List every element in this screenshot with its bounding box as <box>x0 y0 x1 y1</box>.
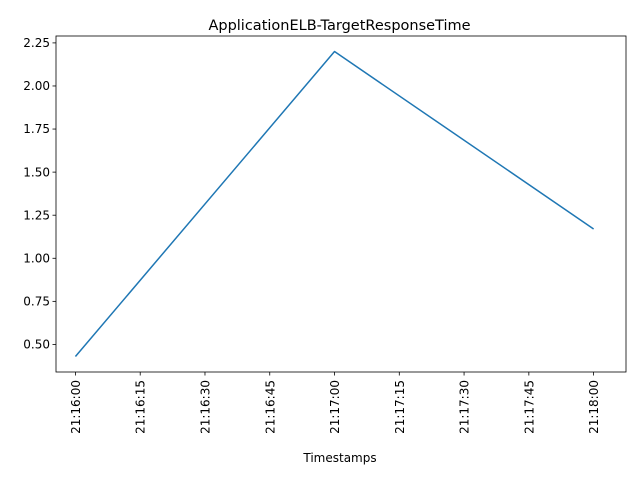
y-tick-label: 0.75 <box>23 295 50 309</box>
x-tick-label: 21:16:00 <box>69 380 83 434</box>
x-tick-label: 21:16:45 <box>263 380 277 434</box>
x-tick-label: 21:16:15 <box>134 380 148 434</box>
y-tick-label: 2.25 <box>23 36 50 50</box>
y-tick-label: 2.00 <box>23 79 50 93</box>
x-tick-label: 21:17:30 <box>458 380 472 434</box>
y-tick-label: 1.25 <box>23 208 50 222</box>
x-axis: 21:16:00 21:16:15 21:16:30 21:16:45 21:17:00… <box>69 372 601 434</box>
plot-area <box>55 35 627 373</box>
y-tick-label: 1.75 <box>23 122 50 136</box>
x-tick-label: 21:16:30 <box>198 380 212 434</box>
y-tick-label: 1.00 <box>23 251 50 265</box>
x-tick-label: 21:18:00 <box>587 380 601 434</box>
y-tick-label: 0.50 <box>23 338 50 352</box>
chart-title: ApplicationELB-TargetResponseTime <box>208 18 470 34</box>
x-axis-label: Timestamps <box>302 451 376 465</box>
y-axis: 0.50 0.75 1.00 1.25 1.50 1.75 2.00 2.25 <box>23 36 56 352</box>
y-tick-label: 1.50 <box>23 165 50 179</box>
series-line-0 <box>74 50 595 357</box>
x-tick-label: 21:17:00 <box>328 380 342 434</box>
x-tick-label: 21:17:45 <box>522 380 536 434</box>
x-tick-label: 21:17:15 <box>393 380 407 434</box>
plot-frame <box>55 35 627 373</box>
